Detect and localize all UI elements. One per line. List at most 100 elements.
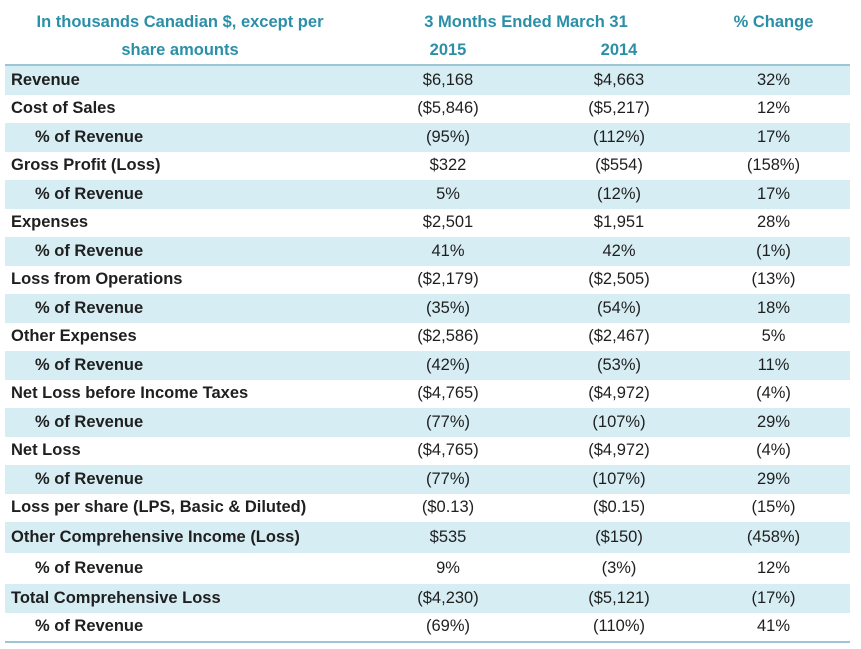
table-row: Loss from Operations ($2,179) ($2,505) (… [5, 266, 850, 295]
table-row: % of Revenue 5% (12%) 17% [5, 180, 851, 209]
value-2014: ($554) [595, 156, 643, 175]
value-2015: (42%) [355, 351, 541, 380]
period-header: 3 Months Ended March 31 [424, 13, 628, 31]
row-label: Cost of Sales [11, 99, 116, 118]
value-change: 28% [757, 213, 791, 232]
value-change: (17%) [697, 584, 851, 613]
value-change: 12% [757, 559, 791, 577]
row-label: Revenue [5, 65, 355, 95]
value-2015: ($4,765) [417, 384, 479, 403]
value-2015: ($4,765) [417, 441, 479, 460]
value-2015: (69%) [355, 612, 541, 643]
table-row: Revenue $6,168 $4,663 32% [5, 65, 851, 95]
row-label: Loss from Operations [11, 270, 183, 289]
value-2014: (107%) [541, 465, 698, 494]
value-change: (158%) [746, 156, 801, 175]
value-2014: ($4,972) [588, 384, 650, 403]
value-change: (1%) [697, 237, 851, 266]
value-2015: (35%) [355, 294, 541, 323]
value-change: 29% [697, 465, 851, 494]
value-2015: (95%) [355, 123, 541, 152]
table-row: Net Loss ($4,765) ($4,972) (4%) [5, 437, 850, 466]
value-2015: ($0.13) [421, 498, 475, 517]
year-a-header: 2015 [355, 36, 541, 66]
value-change: 18% [697, 294, 851, 323]
value-change: 17% [697, 180, 851, 209]
row-label: % of Revenue [5, 294, 355, 323]
table-row: % of Revenue (77%) (107%) 29% [5, 465, 851, 494]
row-label: % of Revenue [5, 408, 355, 437]
value-change: 11% [697, 351, 851, 380]
table-row: % of Revenue (35%) (54%) 18% [5, 294, 851, 323]
value-2014: (53%) [541, 351, 698, 380]
row-label: Net Loss [11, 441, 81, 460]
value-2015: ($4,230) [355, 584, 541, 613]
row-label: Net Loss before Income Taxes [11, 384, 249, 403]
value-2014: (3%) [601, 559, 637, 577]
value-2014: ($150) [541, 522, 698, 553]
table-row: % of Revenue (77%) (107%) 29% [5, 408, 851, 437]
row-label: Other Expenses [11, 327, 137, 346]
value-2015: $2,501 [422, 213, 474, 232]
value-2015: ($2,586) [417, 327, 479, 346]
value-change: 5% [761, 327, 786, 346]
value-2014: ($2,467) [588, 327, 650, 346]
table-row: % of Revenue 41% 42% (1%) [5, 237, 851, 266]
row-label: % of Revenue [5, 237, 355, 266]
value-2014: ($0.15) [592, 498, 646, 517]
value-2015: 9% [436, 559, 460, 577]
value-2014: ($5,121) [541, 584, 698, 613]
value-2015: $6,168 [355, 65, 541, 95]
row-label: Gross Profit (Loss) [11, 156, 161, 175]
value-2015: ($5,846) [417, 99, 479, 118]
value-change: (15%) [751, 498, 796, 517]
value-2014: (107%) [541, 408, 698, 437]
value-2014: (112%) [541, 123, 698, 152]
table-row: Loss per share (LPS, Basic & Diluted) ($… [5, 494, 850, 523]
table-row: Other Comprehensive Income (Loss) $535 (… [5, 522, 851, 553]
table-row: % of Revenue (95%) (112%) 17% [5, 123, 851, 152]
value-change: (458%) [697, 522, 851, 553]
value-2014: ($2,505) [588, 270, 650, 289]
row-label: Loss per share (LPS, Basic & Diluted) [11, 498, 307, 517]
row-label: % of Revenue [5, 465, 355, 494]
value-change: 29% [697, 408, 851, 437]
row-label: % of Revenue [5, 180, 355, 209]
year-b-header: 2014 [541, 36, 698, 66]
table-row: Total Comprehensive Loss ($4,230) ($5,12… [5, 584, 851, 613]
value-2014: $1,951 [593, 213, 645, 232]
value-2015: (77%) [355, 408, 541, 437]
label-header-line1: In thousands Canadian $, except per [36, 13, 324, 31]
value-2015: 41% [355, 237, 541, 266]
value-2014: $4,663 [541, 65, 698, 95]
table-row: Gross Profit (Loss) $322 ($554) (158%) [5, 152, 850, 181]
header-row-bottom: share amounts 2015 2014 [5, 36, 851, 66]
value-2014: (54%) [541, 294, 698, 323]
row-label: % of Revenue [5, 351, 355, 380]
value-change: (4%) [756, 441, 791, 460]
value-2014: ($5,217) [588, 99, 650, 118]
value-2014: (110%) [541, 612, 698, 643]
value-2015: 5% [355, 180, 541, 209]
table-row: Net Loss before Income Taxes ($4,765) ($… [5, 380, 850, 409]
row-label: % of Revenue [35, 559, 144, 577]
table-row: % of Revenue 9% (3%) 12% [5, 553, 850, 584]
value-2015: ($2,179) [417, 270, 479, 289]
table-row: Cost of Sales ($5,846) ($5,217) 12% [5, 95, 850, 124]
row-label: Total Comprehensive Loss [5, 584, 355, 613]
row-label: % of Revenue [5, 123, 355, 152]
header-row-top: In thousands Canadian $, except per 3 Mo… [5, 8, 850, 36]
value-2015: $535 [355, 522, 541, 553]
value-change: 32% [697, 65, 851, 95]
table-row: Expenses $2,501 $1,951 28% [5, 209, 850, 238]
row-label: Expenses [11, 213, 89, 232]
value-change: 12% [757, 99, 791, 118]
row-label: % of Revenue [5, 612, 355, 643]
value-2014: ($4,972) [588, 441, 650, 460]
income-statement-table: In thousands Canadian $, except per 3 Mo… [5, 8, 851, 643]
change-header-blank [697, 36, 851, 66]
value-change: 41% [697, 612, 851, 643]
value-2015: (77%) [355, 465, 541, 494]
table-row: % of Revenue (42%) (53%) 11% [5, 351, 851, 380]
